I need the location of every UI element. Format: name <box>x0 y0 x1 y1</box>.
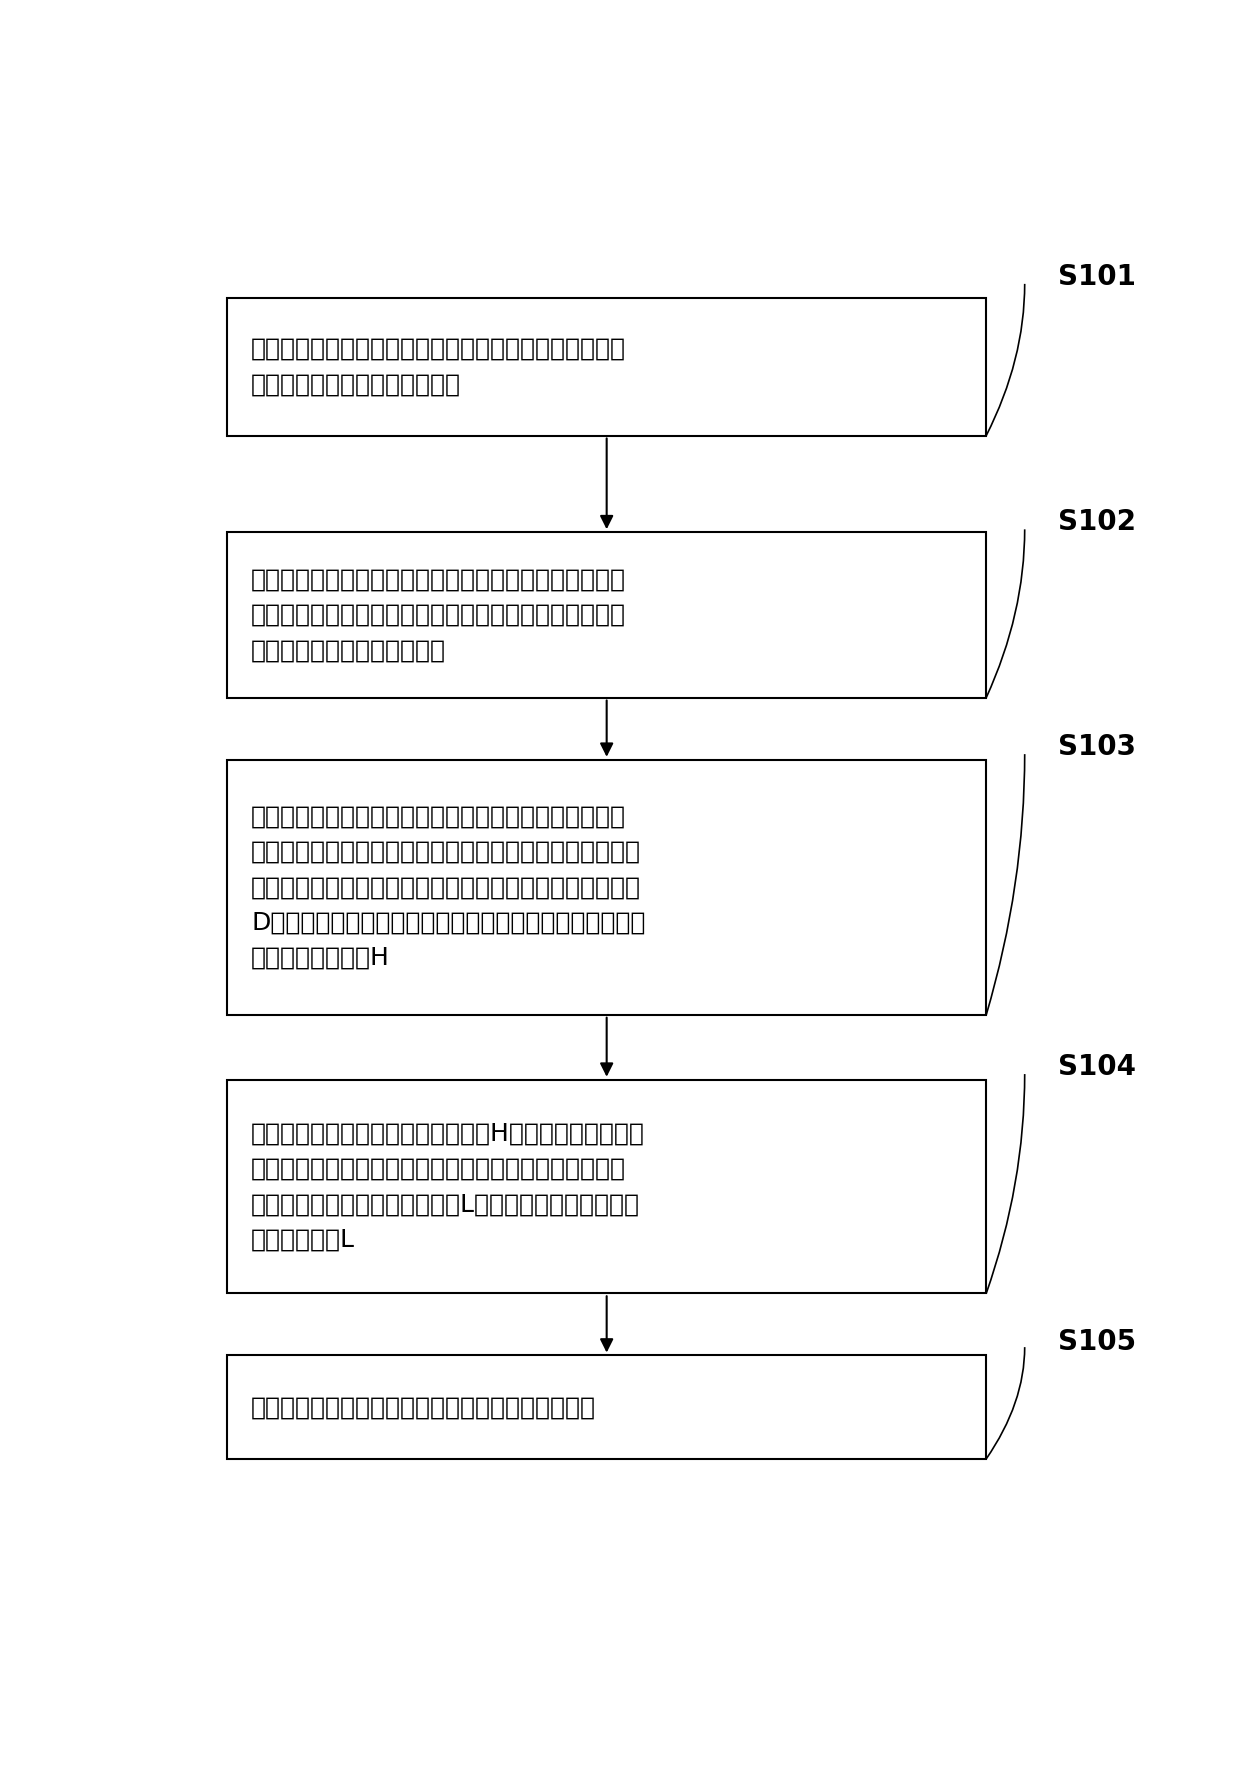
Text: S103: S103 <box>1058 733 1136 761</box>
Text: 所述激光发生器发出一道激光，所述光栅将该道激光进行
折射，所述激光被所述光栅分为两道具有一预定角度的光
束照射至所述模仁的上表面上: 所述激光发生器发出一道激光，所述光栅将该道激光进行 折射，所述激光被所述光栅分为… <box>250 568 626 663</box>
Bar <box>227 297 986 435</box>
Text: S102: S102 <box>1058 509 1136 537</box>
Text: 提供一模仁、所述测量装置和一激光加工机，将所述模仁
放置于所述激光加工机的机台上: 提供一模仁、所述测量装置和一激光加工机，将所述模仁 放置于所述激光加工机的机台上 <box>250 337 626 396</box>
Text: S101: S101 <box>1058 263 1136 290</box>
Text: 所述控制器根据所述模仁的实际高度H加上所述激光加工器
的聚焦距离，计算出所述激光加工器与所述机台之间沿垂
直所述模仁的上表面方向的高度L，并控制所述激光加工器
: 所述控制器根据所述模仁的实际高度H加上所述激光加工器 的聚焦距离，计算出所述激光… <box>250 1121 645 1252</box>
Text: 所述控制器控制所述激光加工器对所述模仁进行加工: 所述控制器控制所述激光加工器对所述模仁进行加工 <box>250 1395 596 1418</box>
Bar <box>227 759 986 1015</box>
Bar <box>227 1356 986 1460</box>
Text: S104: S104 <box>1058 1053 1136 1082</box>
Bar <box>227 1080 986 1293</box>
Bar <box>227 532 986 698</box>
Text: S105: S105 <box>1058 1327 1137 1356</box>
Text: 利用所述相机拍摄所述模仁的上表面上的两个光束点的图
像并传送至所述控制器，所述控制器根据所述相机拍摄的图
像计算出两道光束打在所述模仁的上表面上的两点间的距离
: 利用所述相机拍摄所述模仁的上表面上的两个光束点的图 像并传送至所述控制器，所述控… <box>250 804 646 971</box>
